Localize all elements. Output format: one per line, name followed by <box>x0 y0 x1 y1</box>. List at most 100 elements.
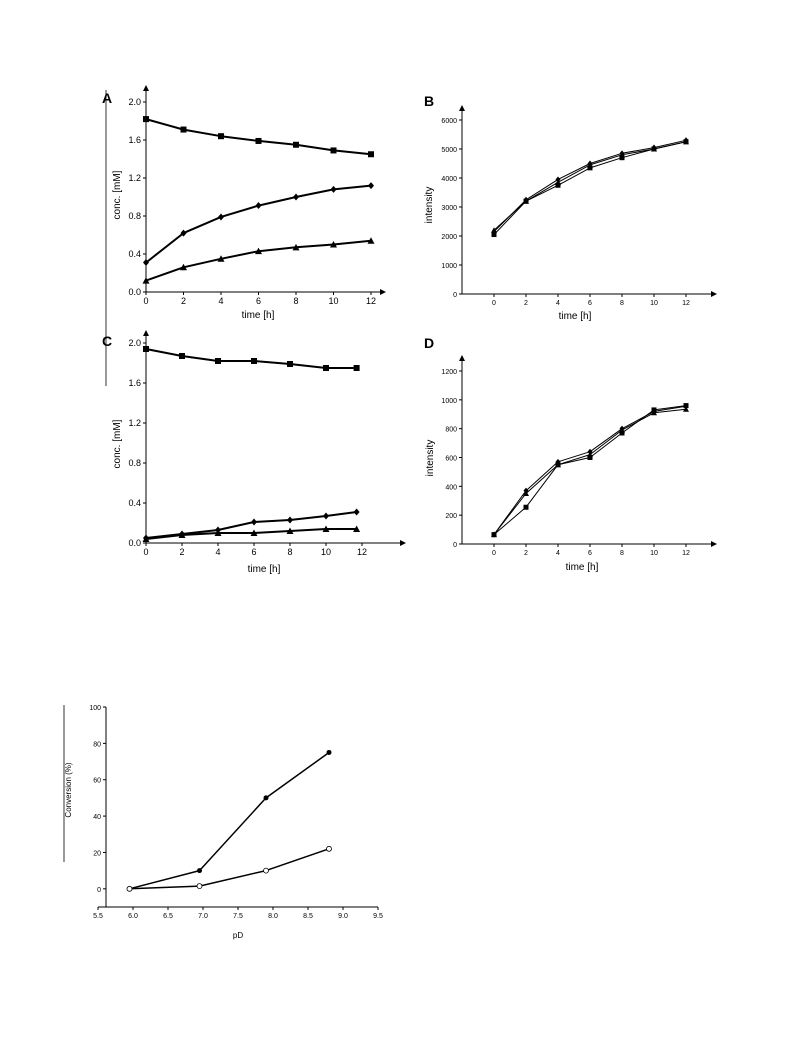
panel-a-point-triangle <box>180 263 187 271</box>
panel-a-point-square <box>218 133 224 140</box>
panel-c-x-tick-label: 10 <box>321 547 331 557</box>
panel-d-point-square <box>587 455 593 460</box>
conversion-x-tick-label: 5.5 <box>93 913 103 920</box>
panel-b-y-tick-label: 6000 <box>441 118 457 125</box>
panel-d-point-square <box>619 430 625 436</box>
conversion-x-tick-label: 6.5 <box>163 913 173 920</box>
panel-c-x-tick-label: 8 <box>287 547 292 557</box>
panel-a-point-diamond <box>368 182 374 190</box>
panel-c-x-tick-label: 12 <box>357 547 367 557</box>
panel-a-x-tick-label: 6 <box>256 296 261 306</box>
panel-c-point-diamond <box>251 518 257 526</box>
conversion-point-circle-open <box>126 885 133 892</box>
panel-d-x-tick-label: 2 <box>524 550 528 557</box>
conversion-point-circle-open <box>196 883 203 889</box>
panel-b-x-tick-label: 6 <box>588 300 592 307</box>
panel-c-y-tick-label: 0.0 <box>128 538 141 548</box>
panel-a-chart: A conc. [mM] time [h] 0 2 4 6 8 10 12 0.0 0.4 0.8… <box>102 85 386 386</box>
panel-a-x-tick-label: 4 <box>218 296 223 306</box>
panel-a-x-axis-label: time [h] <box>242 310 275 321</box>
panel-d-y-axis-label: intensity <box>425 440 436 477</box>
panel-d-series-triangle-line <box>493 408 687 535</box>
panel-d-y-tick-label: 0 <box>453 542 457 549</box>
panel-b-point-triangle <box>651 146 657 152</box>
panel-c-point-triangle <box>353 525 361 532</box>
panel-b-point-square <box>587 165 593 171</box>
panel-a-point-diamond <box>255 202 262 210</box>
panel-b-y-tick-label: 1000 <box>441 263 457 270</box>
conversion-y-tick-label: 60 <box>93 778 101 785</box>
panel-d-x-tick-label: 8 <box>620 550 624 557</box>
panel-c-point-triangle <box>322 525 330 532</box>
panel-b-chart: B intensity time [h] 0 2 4 6 8 10 12 0 1000 2000 3… <box>424 93 717 322</box>
conversion-x-tick-label: 6.0 <box>128 913 138 920</box>
panel-b-y-axis-arrow <box>459 105 465 111</box>
panel-b-x-axis-arrow <box>711 291 717 297</box>
panel-c-y-tick-label: 1.2 <box>128 418 141 428</box>
panel-b-y-tick-label: 4000 <box>441 176 457 183</box>
panel-c-point-diamond <box>323 512 329 520</box>
panel-c-point-diamond <box>353 508 360 516</box>
panel-c-y-tick-label: 0.8 <box>128 458 141 468</box>
panel-b-point-triangle <box>491 227 497 233</box>
panel-a-y-tick-label: 1.6 <box>128 135 141 145</box>
panel-b-y-tick-label: 5000 <box>441 147 457 154</box>
panel-a-point-diamond <box>143 259 149 267</box>
panel-a-point-triangle <box>255 247 262 255</box>
conversion-point-circle-filled <box>263 795 269 801</box>
panel-d-point-triangle <box>491 531 497 538</box>
panel-c-point-square <box>287 361 293 367</box>
panel-d-y-tick-label: 200 <box>445 513 457 520</box>
panel-a-point-diamond <box>180 229 187 237</box>
panel-d-point-triangle <box>555 461 561 468</box>
conversion-x-tick-label: 9.0 <box>338 913 348 920</box>
panel-c-point-square <box>323 365 329 371</box>
conversion-series-circle-filled-line <box>129 751 330 890</box>
panel-a-x-tick-label: 12 <box>366 296 376 306</box>
panel-a-y-tick-label: 0.8 <box>128 211 141 221</box>
panel-a-x-tick-label: 2 <box>181 296 186 306</box>
panel-b-series-square-line <box>493 141 687 235</box>
panel-c-x-axis-label: time [h] <box>248 564 281 575</box>
panel-d-label: D <box>424 335 434 351</box>
panel-c-x-axis-arrow <box>400 540 406 546</box>
panel-a-point-triangle <box>292 243 300 251</box>
panel-d-x-tick-label: 4 <box>556 550 560 557</box>
panel-b-series-triangle-line <box>493 141 687 231</box>
panel-a-label: A <box>102 90 112 106</box>
panel-c-point-square <box>251 358 257 364</box>
conversion-y-axis-label: Conversion (%) <box>64 762 73 817</box>
panel-d-chart: D intensity time [h] 0 2 4 6 8 10 12 0 200 400 600… <box>424 335 717 573</box>
panel-b-point-triangle <box>523 198 529 204</box>
conversion-y-tick-label: 100 <box>89 705 101 712</box>
panel-d-x-axis-arrow <box>711 541 717 547</box>
conversion-x-tick-label: 7.5 <box>233 913 243 920</box>
panel-b-point-triangle <box>555 179 561 185</box>
panel-c-y-axis-arrow <box>143 330 149 336</box>
panel-c-x-tick-label: 6 <box>251 547 256 557</box>
panel-b-x-tick-label: 0 <box>492 300 496 307</box>
panel-b-x-tick-label: 8 <box>620 300 624 307</box>
panel-b-point-triangle <box>587 161 593 168</box>
panel-b-x-axis-label: time [h] <box>559 311 592 322</box>
panel-a-point-square <box>293 141 299 148</box>
panel-a-point-triangle <box>367 237 375 244</box>
panel-a-x-tick-label: 8 <box>293 296 298 306</box>
conversion-x-tick-label: 9.5 <box>373 913 383 920</box>
conversion-point-circle-open <box>326 845 332 852</box>
panel-c-point-diamond <box>287 516 293 524</box>
panel-d-point-triangle <box>619 427 625 433</box>
panel-b-y-axis-label: intensity <box>424 187 435 224</box>
panel-c-point-triangle <box>286 527 294 534</box>
panel-a-point-square <box>180 126 187 133</box>
panel-d-y-axis-arrow <box>459 355 465 361</box>
panel-c-y-axis-label: conc. [mM] <box>112 419 123 468</box>
panel-d-y-tick-label: 800 <box>445 427 457 434</box>
panel-a-y-tick-label: 2.0 <box>128 97 141 107</box>
panel-d-x-tick-label: 10 <box>650 550 658 557</box>
panel-d-x-axis-label: time [h] <box>566 562 599 573</box>
panel-a-point-square <box>255 137 262 144</box>
panel-a-y-tick-label: 1.2 <box>128 173 141 183</box>
panel-b-y-tick-label: 0 <box>453 292 457 299</box>
